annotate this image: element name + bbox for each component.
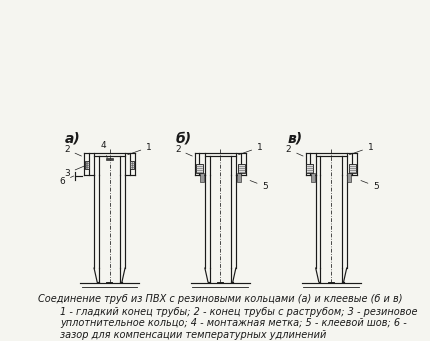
Text: б): б): [175, 132, 192, 146]
Text: 5: 5: [250, 180, 268, 191]
Text: 1 - гладкий конец трубы; 2 - конец трубы с раструбом; 3 - резиновое
уплотнительн: 1 - гладкий конец трубы; 2 - конец трубы…: [60, 307, 418, 340]
Bar: [196, 164, 203, 173]
Bar: [349, 164, 356, 173]
Text: 1: 1: [349, 143, 374, 155]
Text: 1: 1: [239, 143, 263, 155]
Text: 1: 1: [128, 143, 152, 155]
Text: в): в): [287, 132, 303, 146]
Bar: [347, 173, 351, 182]
Text: 3: 3: [64, 166, 85, 178]
Bar: [311, 173, 315, 182]
Bar: [238, 164, 245, 173]
Text: 2: 2: [286, 145, 303, 156]
Bar: [307, 164, 313, 173]
Text: 4: 4: [101, 141, 107, 158]
Text: 2: 2: [64, 145, 81, 156]
Text: Соединение труб из ПВХ с резиновыми кольцами (а) и клеевые (б и в): Соединение труб из ПВХ с резиновыми коль…: [38, 294, 402, 304]
Bar: [237, 173, 240, 182]
Text: 2: 2: [175, 145, 192, 156]
Text: а): а): [65, 132, 81, 146]
Text: 6: 6: [59, 176, 74, 186]
Text: 5: 5: [361, 180, 379, 191]
Bar: [130, 161, 134, 169]
Bar: [200, 173, 204, 182]
Bar: [85, 161, 89, 169]
Bar: [106, 158, 114, 160]
